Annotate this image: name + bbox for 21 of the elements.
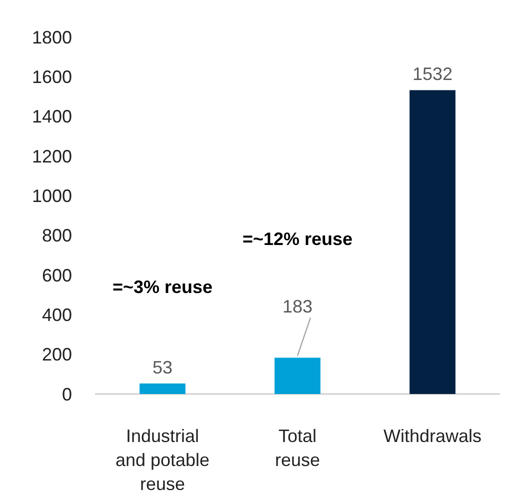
x-tick-label: Industrial and potable reuse [115,426,210,494]
y-tick-label: 1200 [32,146,72,166]
y-tick-label: 1000 [32,186,72,206]
y-tick-label: 800 [42,226,72,246]
bar [140,383,186,394]
data-label: 1532 [412,64,453,84]
data-label: 53 [152,357,173,378]
bar [410,90,456,394]
annotation: =~12% reuse [242,229,353,249]
annotation: =~3% reuse [112,277,213,297]
y-tick-label: 1800 [32,27,72,48]
y-tick-label: 600 [42,265,72,286]
y-tick-label: 0 [62,384,72,404]
y-tick-label: 400 [42,304,72,325]
x-tick-label: Total reuse [274,426,320,470]
y-tick-label: 1400 [32,106,72,127]
x-tick-label: Withdrawals [383,426,482,446]
y-tick-label: 1600 [32,66,72,87]
bar [274,358,320,394]
data-label: 183 [282,296,313,317]
y-tick-label: 200 [42,344,72,365]
